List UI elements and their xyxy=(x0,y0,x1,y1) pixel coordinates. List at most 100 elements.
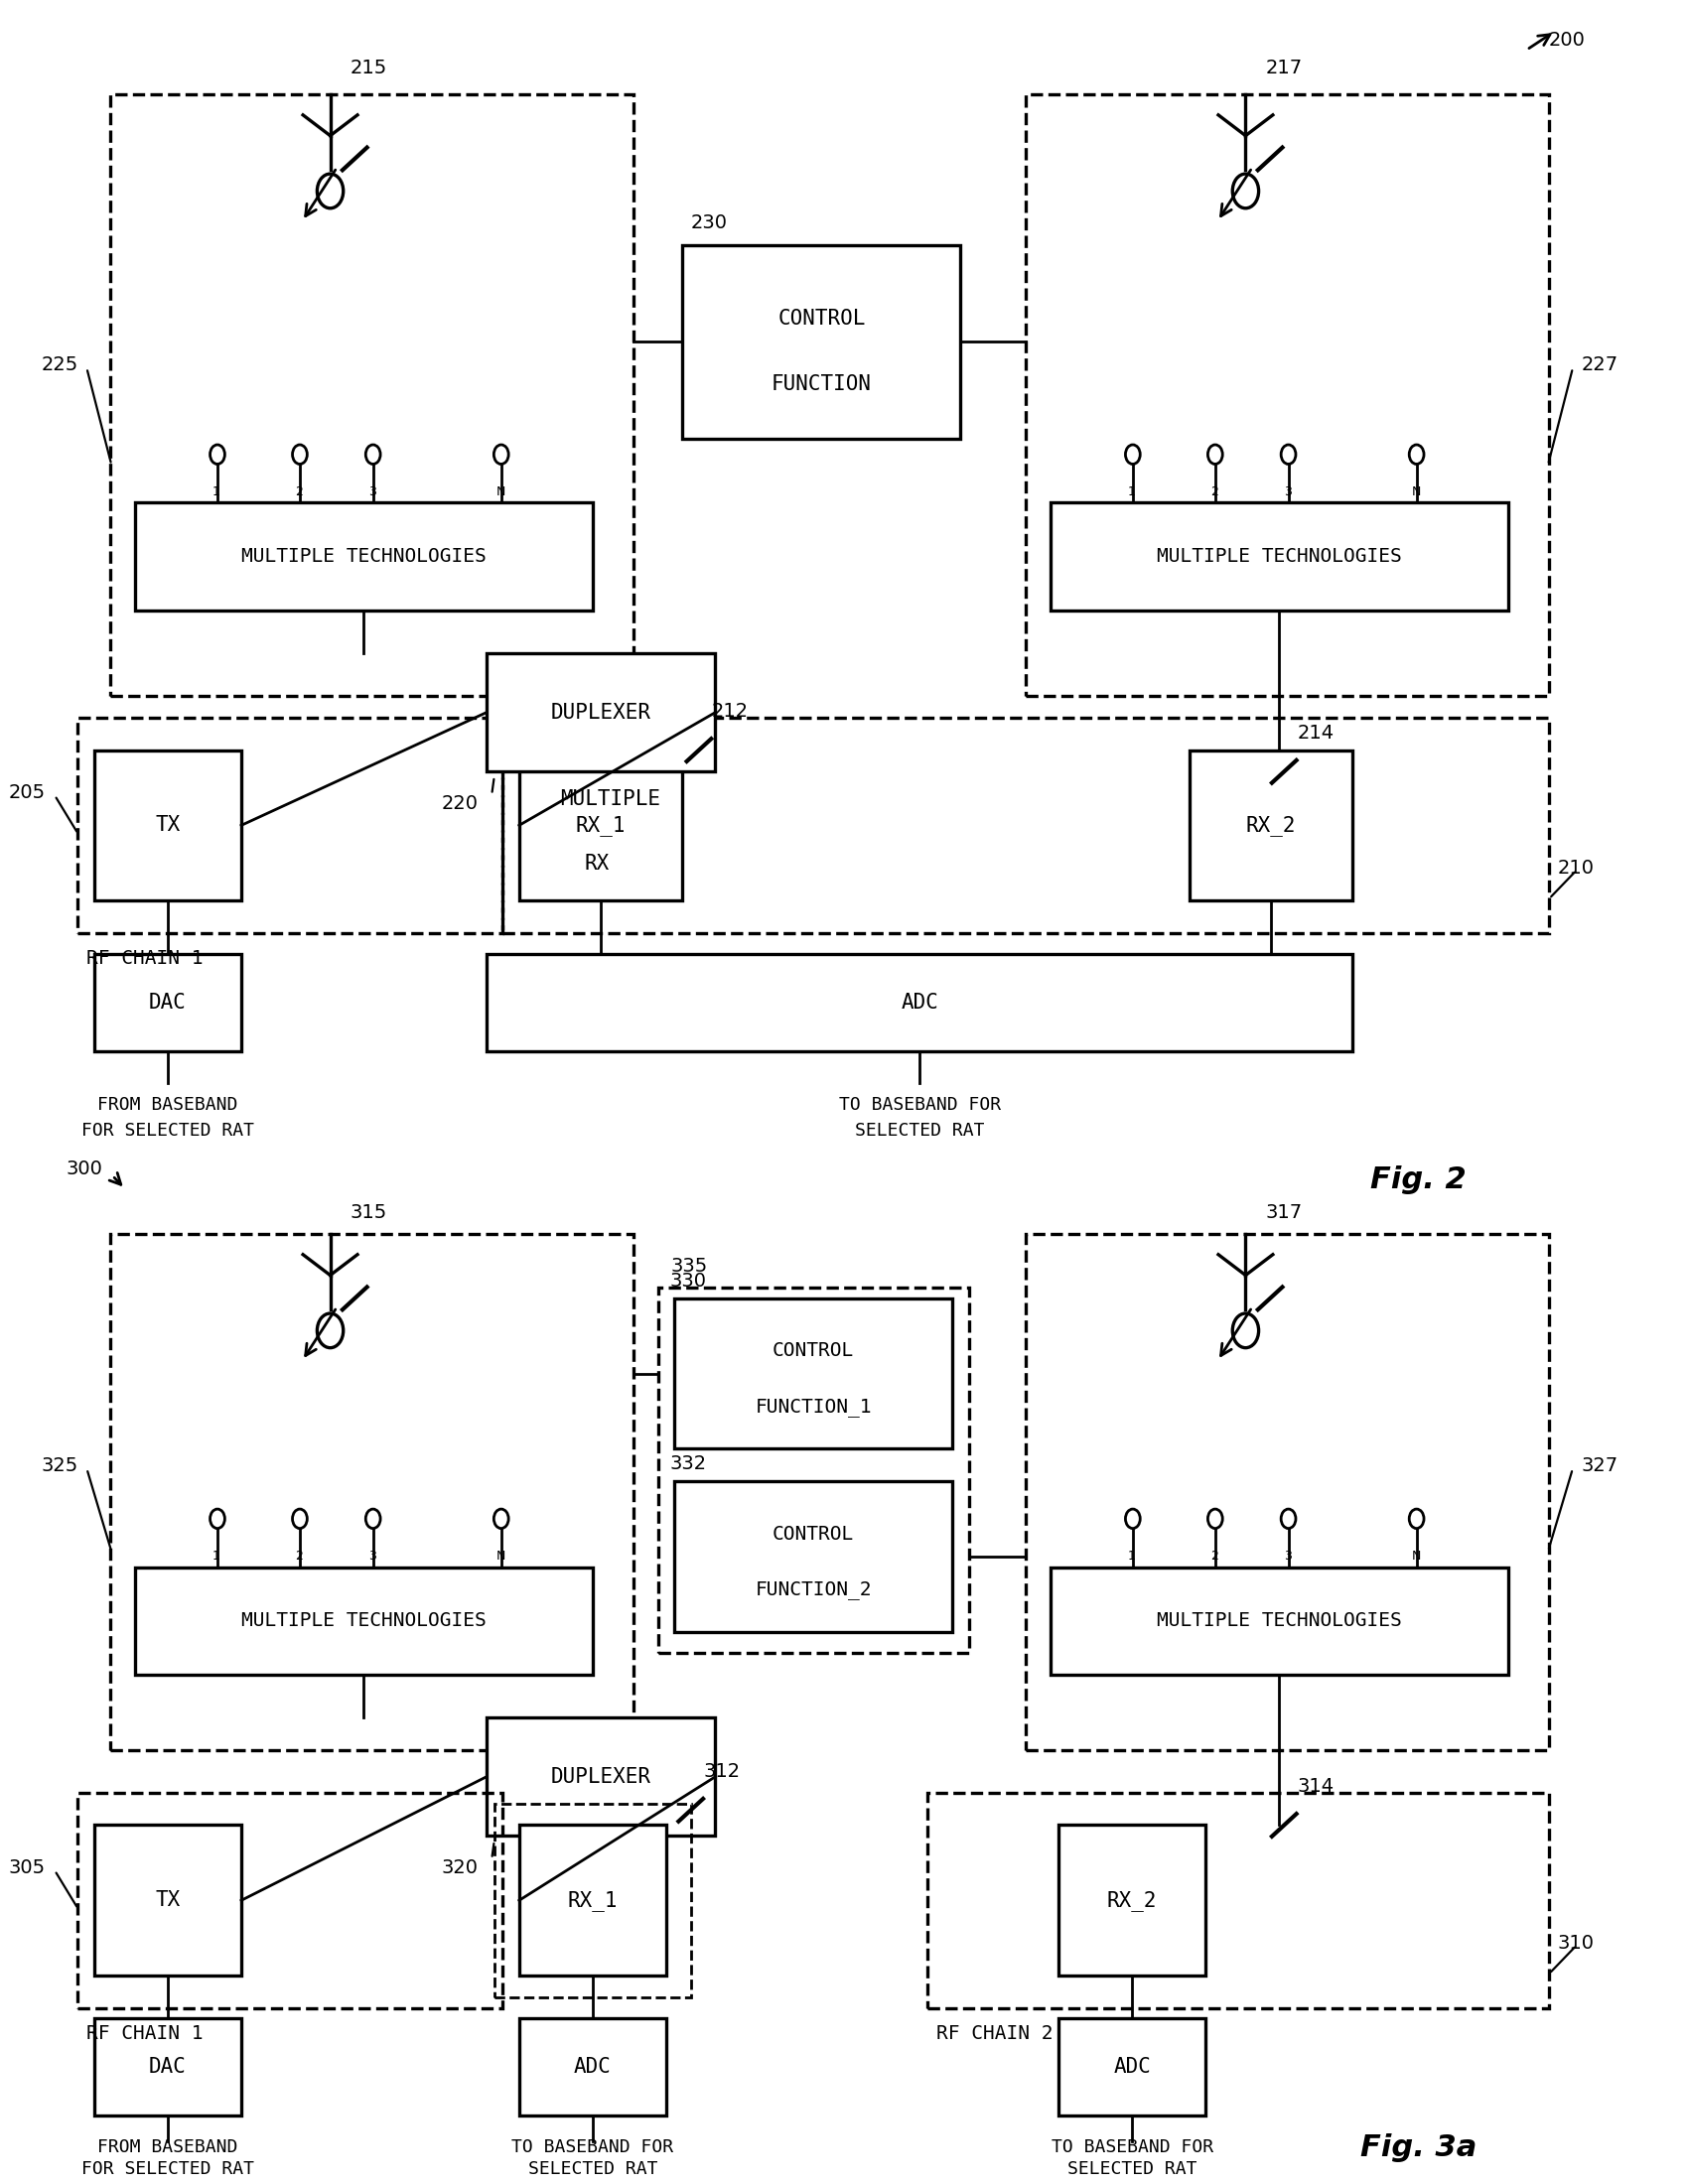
Text: MULTIPLE TECHNOLOGIES: MULTIPLE TECHNOLOGIES xyxy=(1156,548,1401,566)
Text: RX_1: RX_1 xyxy=(576,815,626,836)
Text: TX: TX xyxy=(155,1891,181,1911)
Text: 230: 230 xyxy=(690,214,728,234)
Text: MULTIPLE TECHNOLOGIES: MULTIPLE TECHNOLOGIES xyxy=(1156,1612,1401,1629)
Text: RF CHAIN 2: RF CHAIN 2 xyxy=(935,2025,1053,2042)
Text: 300: 300 xyxy=(66,1160,103,1179)
Text: FUNCTION: FUNCTION xyxy=(771,373,871,393)
Bar xyxy=(110,1234,633,1749)
Text: 327: 327 xyxy=(1582,1457,1619,1476)
Bar xyxy=(486,1717,716,1837)
Text: TX: TX xyxy=(155,815,181,834)
Bar xyxy=(520,2018,667,2116)
Text: CONTROL: CONTROL xyxy=(773,1524,854,1544)
Text: SELECTED RAT: SELECTED RAT xyxy=(854,1123,984,1140)
Text: Fig. 3a: Fig. 3a xyxy=(1361,2134,1477,2162)
Text: 332: 332 xyxy=(670,1455,706,1474)
Text: 1: 1 xyxy=(1128,1551,1136,1564)
Text: 335: 335 xyxy=(672,1256,709,1275)
Text: TO BASEBAND FOR: TO BASEBAND FOR xyxy=(839,1096,1001,1114)
Text: RF CHAIN 1: RF CHAIN 1 xyxy=(86,950,203,968)
Bar xyxy=(495,1804,690,1996)
Text: DAC: DAC xyxy=(149,2057,187,2077)
Text: 317: 317 xyxy=(1266,1203,1301,1221)
Text: 214: 214 xyxy=(1298,723,1334,743)
Bar xyxy=(95,749,241,900)
Text: 2: 2 xyxy=(1210,485,1219,498)
Text: 2: 2 xyxy=(295,1551,302,1564)
Text: 3: 3 xyxy=(1283,485,1291,498)
Text: 3: 3 xyxy=(1283,1551,1291,1564)
Text: SELECTED RAT: SELECTED RAT xyxy=(528,2160,658,2177)
Bar xyxy=(520,1826,667,1977)
Text: N: N xyxy=(496,485,506,498)
Text: 2: 2 xyxy=(295,485,302,498)
Text: 212: 212 xyxy=(712,701,749,721)
Text: 215: 215 xyxy=(349,59,387,79)
Bar xyxy=(675,1297,952,1448)
Text: 1: 1 xyxy=(1128,485,1136,498)
Bar xyxy=(78,1793,503,2007)
Text: ADC: ADC xyxy=(574,2057,611,2077)
Bar xyxy=(1190,749,1352,900)
Text: MULTIPLE TECHNOLOGIES: MULTIPLE TECHNOLOGIES xyxy=(241,1612,486,1629)
Text: FOR SELECTED RAT: FOR SELECTED RAT xyxy=(81,2160,255,2177)
Text: DUPLEXER: DUPLEXER xyxy=(550,703,652,723)
Text: 325: 325 xyxy=(41,1457,78,1476)
Text: N: N xyxy=(1411,1551,1421,1564)
Bar xyxy=(1058,2018,1205,2116)
Text: Fig. 2: Fig. 2 xyxy=(1371,1166,1467,1195)
Bar xyxy=(675,1481,952,1631)
Text: RF CHAIN 1: RF CHAIN 1 xyxy=(86,2025,203,2042)
Text: 314: 314 xyxy=(1298,1778,1334,1795)
Text: CONTROL: CONTROL xyxy=(773,1341,854,1361)
Text: FUNCTION_1: FUNCTION_1 xyxy=(755,1398,871,1415)
Text: SELECTED RAT: SELECTED RAT xyxy=(1067,2160,1197,2177)
Text: ADC: ADC xyxy=(1114,2057,1151,2077)
Text: 315: 315 xyxy=(349,1203,387,1221)
Text: FROM BASEBAND: FROM BASEBAND xyxy=(98,2138,238,2156)
Text: 3: 3 xyxy=(368,485,376,498)
Text: RX_2: RX_2 xyxy=(1107,1889,1158,1911)
Text: 312: 312 xyxy=(704,1762,741,1780)
Bar xyxy=(78,719,503,933)
Text: N: N xyxy=(496,1551,506,1564)
Bar xyxy=(928,1793,1550,2007)
Bar xyxy=(1050,1568,1507,1675)
Text: 210: 210 xyxy=(1556,858,1593,878)
Text: MULTIPLE TECHNOLOGIES: MULTIPLE TECHNOLOGIES xyxy=(241,548,486,566)
Text: 220: 220 xyxy=(442,795,478,812)
Bar xyxy=(486,653,716,771)
Text: ADC: ADC xyxy=(901,994,939,1013)
Text: 227: 227 xyxy=(1582,356,1619,376)
Text: 330: 330 xyxy=(670,1271,706,1291)
Text: FROM BASEBAND: FROM BASEBAND xyxy=(98,1096,238,1114)
Text: 310: 310 xyxy=(1556,1935,1593,1952)
Bar xyxy=(135,1568,592,1675)
Bar xyxy=(135,502,592,609)
Text: DAC: DAC xyxy=(149,994,187,1013)
Text: TO BASEBAND FOR: TO BASEBAND FOR xyxy=(511,2138,674,2156)
Bar xyxy=(1050,502,1507,609)
Text: MULTIPLE: MULTIPLE xyxy=(560,791,660,810)
Text: 305: 305 xyxy=(8,1859,46,1878)
Bar xyxy=(110,94,633,697)
Text: 205: 205 xyxy=(8,784,46,802)
Bar xyxy=(1058,1826,1205,1977)
Text: CONTROL: CONTROL xyxy=(778,308,866,328)
Bar xyxy=(682,245,960,439)
Bar xyxy=(658,1289,969,1653)
Bar xyxy=(95,1826,241,1977)
Bar xyxy=(1026,94,1550,697)
Text: FUNCTION_2: FUNCTION_2 xyxy=(755,1579,871,1599)
Text: 1: 1 xyxy=(213,1551,221,1564)
Text: RX: RX xyxy=(584,854,609,874)
Text: 217: 217 xyxy=(1266,59,1301,79)
Bar xyxy=(1026,1234,1550,1749)
Text: N: N xyxy=(1411,485,1421,498)
Text: 320: 320 xyxy=(442,1859,478,1878)
Text: 2: 2 xyxy=(1210,1551,1219,1564)
Bar xyxy=(520,749,682,900)
Bar xyxy=(95,954,241,1051)
Text: 1: 1 xyxy=(213,485,221,498)
Text: 200: 200 xyxy=(1550,31,1585,50)
